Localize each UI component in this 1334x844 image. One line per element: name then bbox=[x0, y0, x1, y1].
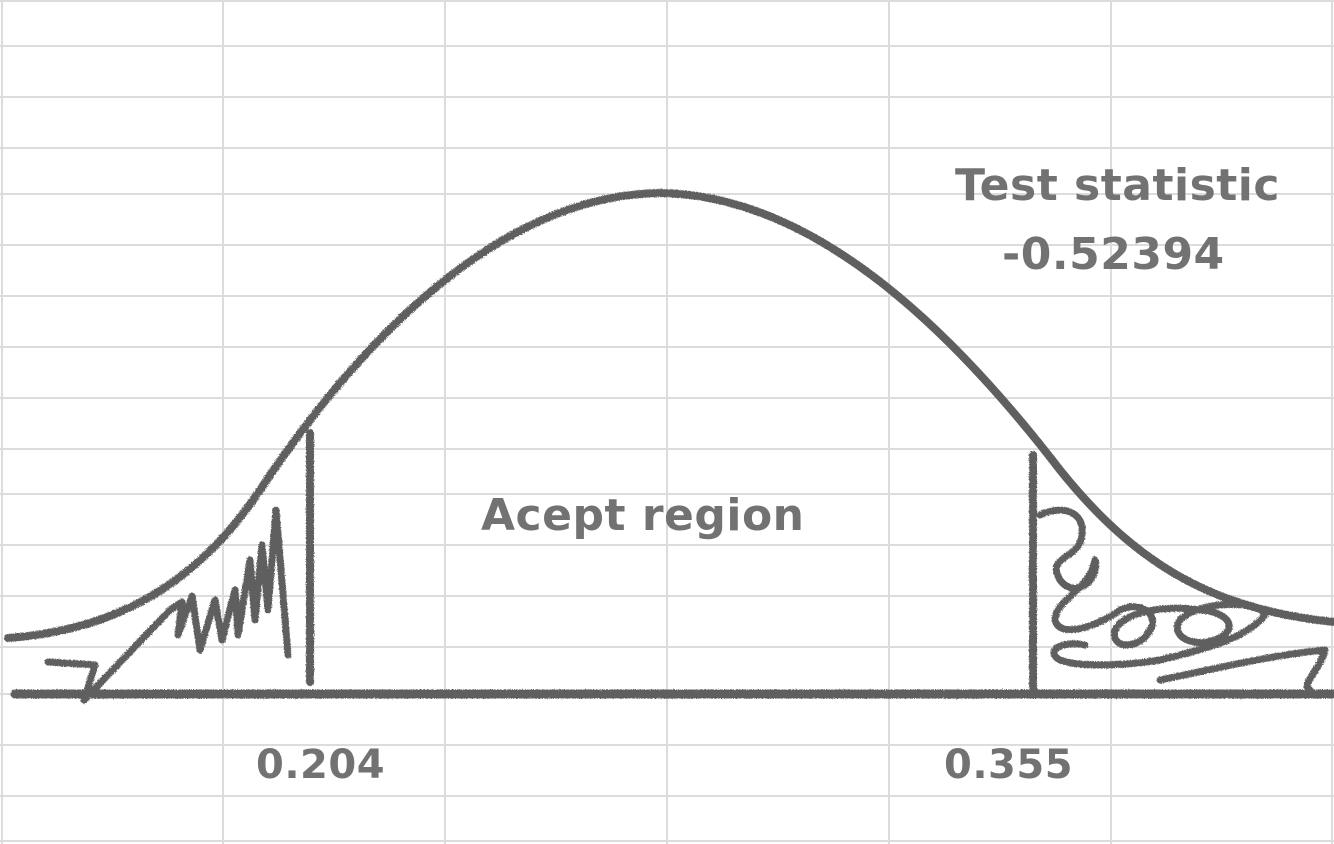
test-statistic-title: Test statistic bbox=[955, 160, 1280, 211]
right-rejection-shading bbox=[1036, 506, 1329, 694]
left-rejection-shading bbox=[44, 506, 292, 704]
accept-region-label: Acept region bbox=[481, 490, 805, 541]
left-critical-value: 0.204 bbox=[256, 742, 386, 788]
bell-curve bbox=[4, 189, 1334, 642]
right-critical-value: 0.355 bbox=[944, 742, 1074, 788]
test-statistic-value: -0.52394 bbox=[1002, 229, 1225, 280]
